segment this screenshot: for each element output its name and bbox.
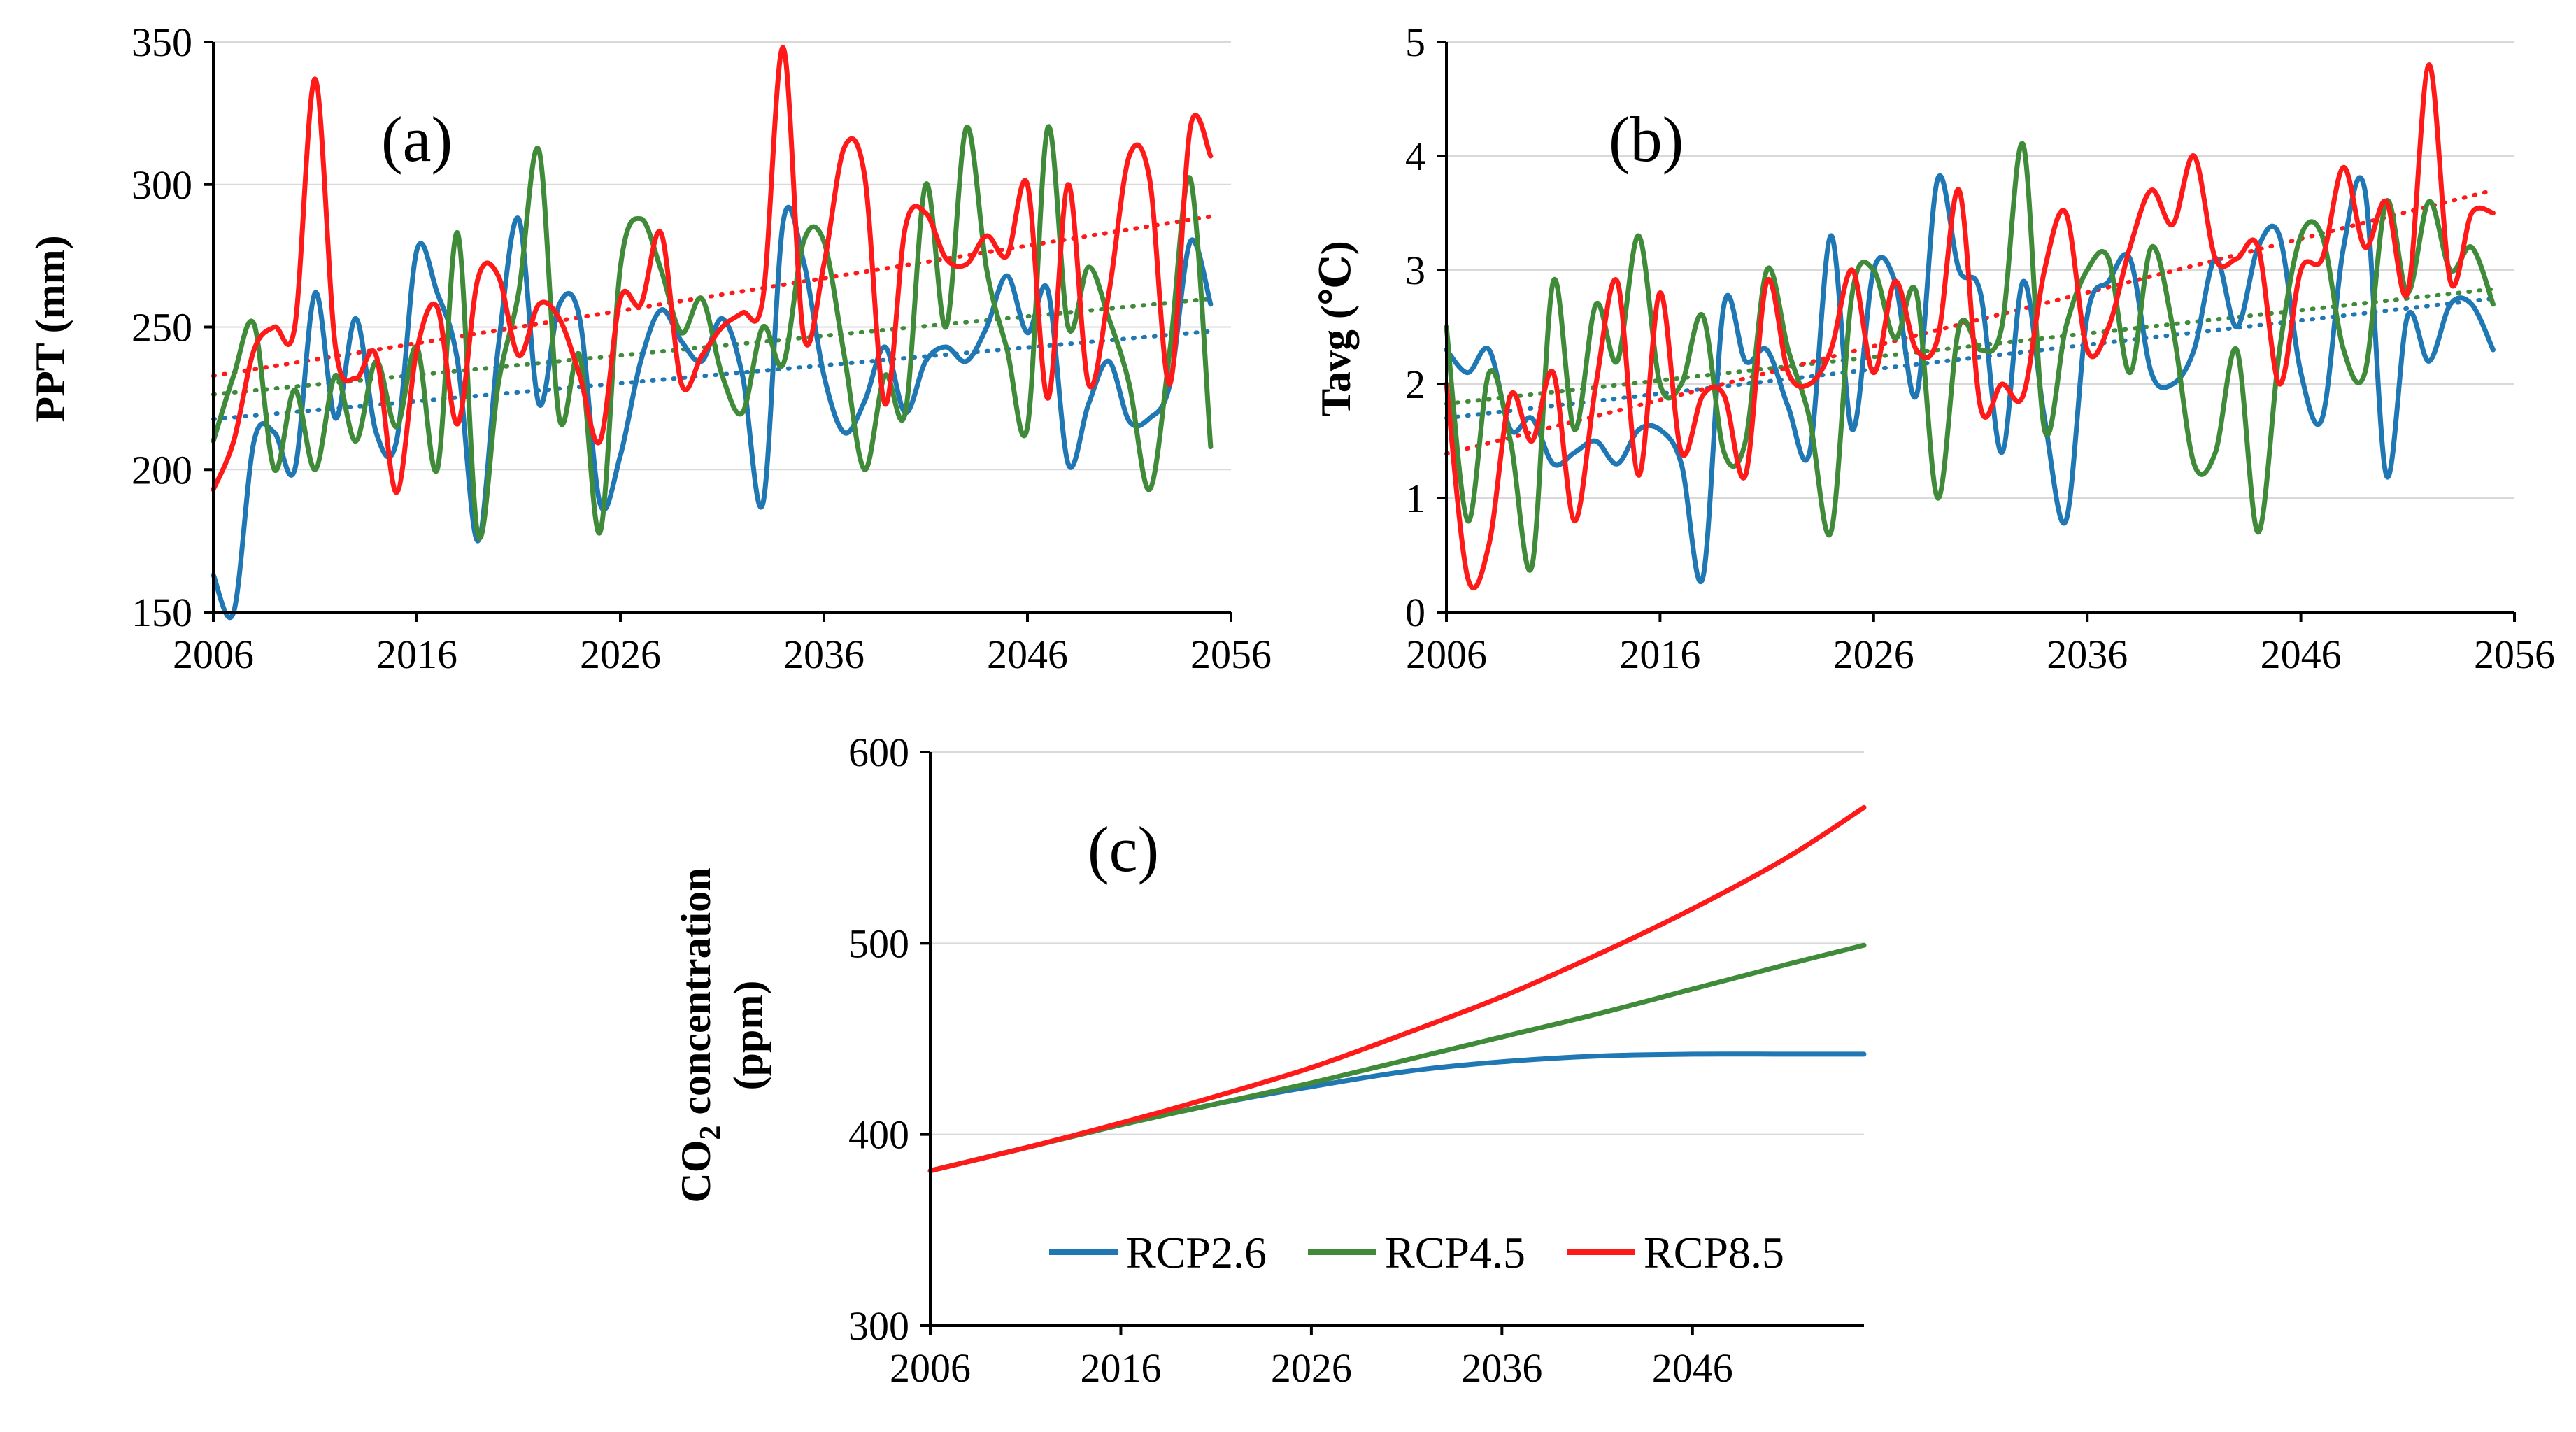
panel-c-x-tick-label: 2026 <box>1271 1345 1352 1391</box>
panel-b-x-tick-label: 2016 <box>1619 632 1700 677</box>
panel-a-x-tick-label: 2006 <box>173 632 254 677</box>
panel-b-series-rcp45 <box>1444 141 2496 573</box>
panel-c-ylabel-rest: concentration <box>673 867 719 1125</box>
panel-b-x-tick-label: 2006 <box>1406 632 1487 677</box>
panel-c-x-tick-label: 2036 <box>1461 1345 1542 1391</box>
panel-b-trendline-rcp85 <box>1444 188 2496 456</box>
panel-b-x-tick-label: 2036 <box>2047 632 2128 677</box>
panel-c-y-tick-label: 600 <box>848 730 909 775</box>
panel-a-trendline-rcp26 <box>211 329 1213 422</box>
panel-b-trendline-rcp45 <box>1444 287 2496 406</box>
panel-a-x-tick-label: 2056 <box>1190 632 1272 677</box>
panel-c-series-rcp26 <box>927 1051 1867 1174</box>
panel-c-series-rcp85 <box>927 804 1867 1174</box>
panel-c-x-tick-label: 2006 <box>890 1345 971 1391</box>
panel-c-label: (c) <box>1088 814 1159 885</box>
panel-b-trendline-rcp26 <box>1444 296 2496 420</box>
panel-c-x-tick-label: 2046 <box>1652 1345 1733 1391</box>
panel-a-axes <box>204 41 1232 622</box>
panel-a-x-tick-label: 2036 <box>783 632 864 677</box>
panel-a-gridlines <box>213 41 1231 471</box>
panel-a-x-tick-label: 2026 <box>580 632 661 677</box>
panel-b-x-tick-label: 2046 <box>2261 632 2342 677</box>
panel-a-x-tick-label: 2046 <box>987 632 1068 677</box>
panel-b-gridlines <box>1446 41 2514 499</box>
panel-a-y-tick-label: 150 <box>131 590 192 635</box>
panel-a-tick-labels: 150 200 250 300 350 2006 2016 2026 2036 2046 2056 <box>131 20 1272 677</box>
legend-label-rcp45: RCP4.5 <box>1385 1228 1525 1277</box>
panel-a-y-axis-label: PPT (mm) <box>27 235 73 422</box>
panel-a-y-tick-label: 300 <box>131 162 192 208</box>
panel-c-tick-labels: 300 400 500 600 2006 2016 2026 2036 2046 <box>848 730 1733 1391</box>
panel-b-x-tick-label: 2026 <box>1833 632 1914 677</box>
panel-a-trendline-rcp85 <box>211 214 1213 378</box>
panel-a-x-tick-label: 2016 <box>376 632 457 677</box>
panel-b-y-tick-label: 1 <box>1405 476 1425 521</box>
panel-b-y-axis-label: Tavg (℃) <box>1313 241 1359 416</box>
panel-b-y-tick-label: 5 <box>1405 20 1425 65</box>
panel-a-series <box>211 45 1214 621</box>
panel-c-co2-chart: 300 400 500 600 2006 2016 2026 2036 2046 (c) CO2… <box>673 730 1867 1391</box>
panel-b-x-tick-label: 2056 <box>2474 632 2555 677</box>
panel-b-y-tick-label: 4 <box>1405 134 1425 179</box>
panel-b-label: (b) <box>1609 104 1684 175</box>
panel-b-series-rcp85 <box>1444 62 2496 591</box>
panel-b-y-tick-label: 0 <box>1405 590 1425 635</box>
panel-c-y-tick-label: 300 <box>848 1303 909 1349</box>
panel-b-series <box>1444 62 2496 591</box>
panel-c-y-tick-label: 400 <box>848 1112 909 1158</box>
panel-c-y-axis-units: (ppm) <box>725 981 771 1091</box>
panel-b-y-tick-label: 2 <box>1405 362 1425 407</box>
panel-a-series-rcp85 <box>211 45 1214 495</box>
panel-c-y-axis-label: CO2 concentration <box>673 867 727 1203</box>
panel-b-tavg-chart: 0 1 2 3 4 5 2006 2016 2026 2036 2046 2056 (b) Tavg … <box>1313 20 2555 677</box>
panel-c-ylabel-co: CO <box>673 1140 719 1203</box>
panel-b-axes <box>1437 41 2516 622</box>
panel-c-ylabel-subscript: 2 <box>695 1126 727 1140</box>
panel-c-series <box>927 804 1867 1174</box>
panel-a-y-tick-label: 350 <box>131 20 192 65</box>
panel-b-tick-labels: 0 1 2 3 4 5 2006 2016 2026 2036 2046 2056 <box>1405 20 2555 677</box>
panel-a-series-rcp45 <box>211 124 1214 541</box>
panel-c-x-tick-label: 2016 <box>1080 1345 1161 1391</box>
legend-label-rcp26: RCP2.6 <box>1126 1228 1267 1277</box>
panel-c-legend: RCP2.6 RCP4.5 RCP8.5 <box>1049 1228 1784 1277</box>
panel-b-trendlines <box>1444 188 2496 456</box>
panel-c-y-tick-label: 500 <box>848 921 909 966</box>
panel-a-y-tick-label: 200 <box>131 447 192 492</box>
legend-label-rcp85: RCP8.5 <box>1644 1228 1784 1277</box>
panel-b-y-tick-label: 3 <box>1405 248 1425 293</box>
panel-a-label: (a) <box>381 104 453 175</box>
panel-a-y-tick-label: 250 <box>131 305 192 350</box>
panel-b-series-rcp26 <box>1444 173 2496 584</box>
panel-c-axes <box>920 751 1864 1335</box>
panel-c-gridlines <box>930 751 1864 1135</box>
